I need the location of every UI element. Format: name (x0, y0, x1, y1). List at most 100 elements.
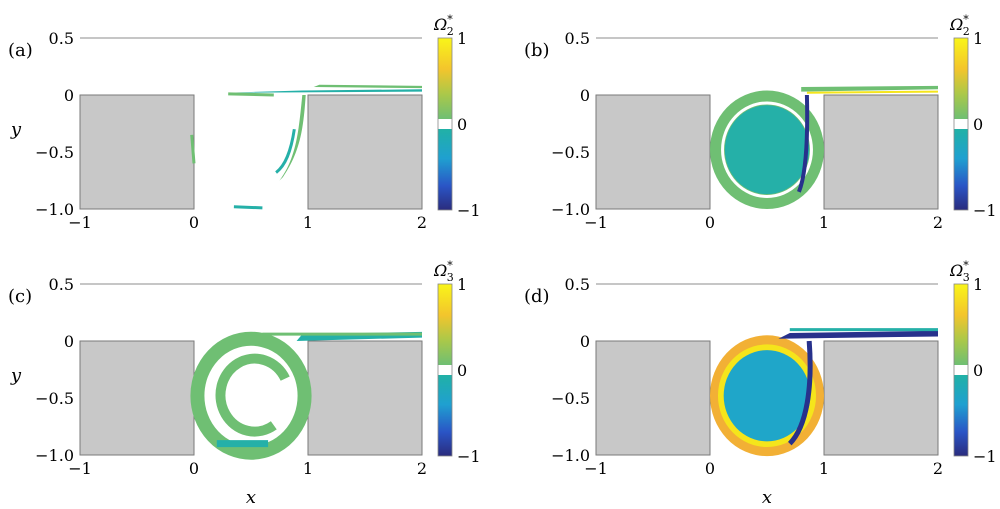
y-tick-label: −1.0 (551, 200, 590, 219)
right-wall-block (823, 94, 939, 210)
right-wall-block (307, 94, 423, 210)
colorbar-tick-label: −1 (973, 447, 997, 466)
panel-label: (d) (524, 286, 550, 307)
panel-label: (c) (8, 286, 32, 307)
y-tick-label: 0 (580, 332, 590, 351)
panel-a: 0.50−0.5−1.0−1 0 1 2(a)y10−1Ω* 2 (8, 13, 481, 232)
x-tick-label: 0 (705, 459, 715, 478)
colorbar-title: Ω* 3 (433, 259, 454, 284)
x-tick-label: −1 (584, 459, 608, 478)
bottom-filament (233, 205, 263, 210)
y-tick-label: 0.5 (565, 29, 590, 48)
panel-label: (a) (8, 40, 33, 61)
colorbar-title-subscript: 2 (963, 25, 970, 38)
vortex-field (190, 331, 422, 460)
colorbar (437, 283, 453, 457)
colorbar-title: Ω* 2 (949, 13, 970, 38)
y-tick-label: 0.5 (49, 29, 74, 48)
x-tick-label: 2 (933, 459, 943, 478)
colorbar-tick-label: 1 (973, 29, 983, 48)
x-tick-label: 1 (819, 213, 829, 232)
x-tick-label: 2 (933, 213, 943, 232)
y-tick-label: −1.0 (35, 446, 74, 465)
right-wall-block (307, 340, 423, 456)
y-tick-label: 0 (580, 86, 590, 105)
colorbar-title-star: * (963, 259, 969, 272)
x-axis-label: x (762, 487, 772, 508)
colorbar-tick-label: −1 (457, 201, 481, 220)
colorbar-title-subscript: 2 (447, 25, 454, 38)
colorbar-title-symbol: Ω (949, 15, 963, 34)
colorbar-title-symbol: Ω (433, 15, 447, 34)
colorbar-tick-label: 0 (457, 115, 467, 134)
x-tick-label: 0 (189, 213, 199, 232)
colorbar-title-subscript: 3 (447, 271, 454, 284)
colorbar-tick-label: 0 (973, 115, 983, 134)
colorbar-title: Ω* 2 (433, 13, 454, 38)
y-tick-label: 0.5 (49, 275, 74, 294)
left-wall-block (595, 94, 711, 210)
colorbar-title-symbol: Ω (433, 261, 447, 280)
vortex-filament (279, 95, 306, 181)
panel-label: (b) (524, 40, 550, 61)
shear-filament (228, 92, 274, 97)
colorbar (953, 37, 969, 211)
x-tick-label: −1 (68, 459, 92, 478)
colorbar-title-star: * (963, 13, 969, 26)
shear-filament (228, 89, 422, 93)
vortex-white-band (721, 101, 813, 198)
vortex-core (723, 350, 811, 442)
colorbar-title-star: * (447, 259, 453, 272)
colorbar-tick-label: 0 (457, 361, 467, 380)
x-tick-label: 0 (189, 459, 199, 478)
right-wall-block (823, 340, 939, 456)
colorbar (437, 37, 453, 211)
x-tick-label: 0 (705, 213, 715, 232)
x-tick-label: 2 (417, 213, 427, 232)
colorbar-tick-label: 1 (457, 29, 467, 48)
y-axis-label: y (10, 119, 22, 140)
shear-layer (801, 85, 938, 92)
x-tick-label: 2 (417, 459, 427, 478)
shear-filament (313, 84, 422, 89)
y-tick-label: 0.5 (565, 275, 590, 294)
colorbar (953, 283, 969, 457)
y-tick-label: −1.0 (551, 446, 590, 465)
wall-filament (190, 134, 196, 164)
x-tick-label: −1 (584, 213, 608, 232)
shear-layer (778, 330, 938, 339)
vortex-field (710, 85, 939, 209)
x-tick-label: 1 (819, 459, 829, 478)
shear-layer-peak (806, 90, 939, 94)
spiral-inner-arm (215, 353, 290, 437)
colorbar-tick-label: 0 (973, 361, 983, 380)
x-axis-label: x (246, 487, 256, 508)
colorbar-title-star: * (447, 13, 453, 26)
panel-b: 0.50−0.5−1.0−1 0 1 2(b)10−1Ω* 2 (524, 13, 997, 232)
y-tick-label: −1.0 (35, 200, 74, 219)
y-tick-label: −0.5 (551, 389, 590, 408)
colorbar-title-symbol: Ω (949, 261, 963, 280)
negative-vorticity-streak (787, 340, 813, 446)
colorbar-tick-label: 1 (973, 275, 983, 294)
negative-vorticity-streak (797, 94, 810, 193)
left-wall-block (595, 340, 711, 456)
y-tick-label: −0.5 (35, 143, 74, 162)
y-tick-label: 0 (64, 332, 74, 351)
vortex-field (710, 328, 938, 457)
colorbar-tick-label: −1 (973, 201, 997, 220)
vortex-field (190, 84, 422, 210)
x-tick-label: 1 (303, 213, 313, 232)
colorbar-title-subscript: 3 (963, 271, 970, 284)
y-tick-label: −0.5 (551, 143, 590, 162)
x-tick-label: 1 (303, 459, 313, 478)
colorbar-tick-label: −1 (457, 447, 481, 466)
y-axis-label: y (10, 365, 22, 386)
colorbar-title: Ω* 3 (949, 259, 970, 284)
y-tick-label: 0 (64, 86, 74, 105)
spiral-outer-arm (190, 331, 312, 460)
left-wall-block (79, 340, 195, 456)
y-tick-label: −0.5 (35, 389, 74, 408)
